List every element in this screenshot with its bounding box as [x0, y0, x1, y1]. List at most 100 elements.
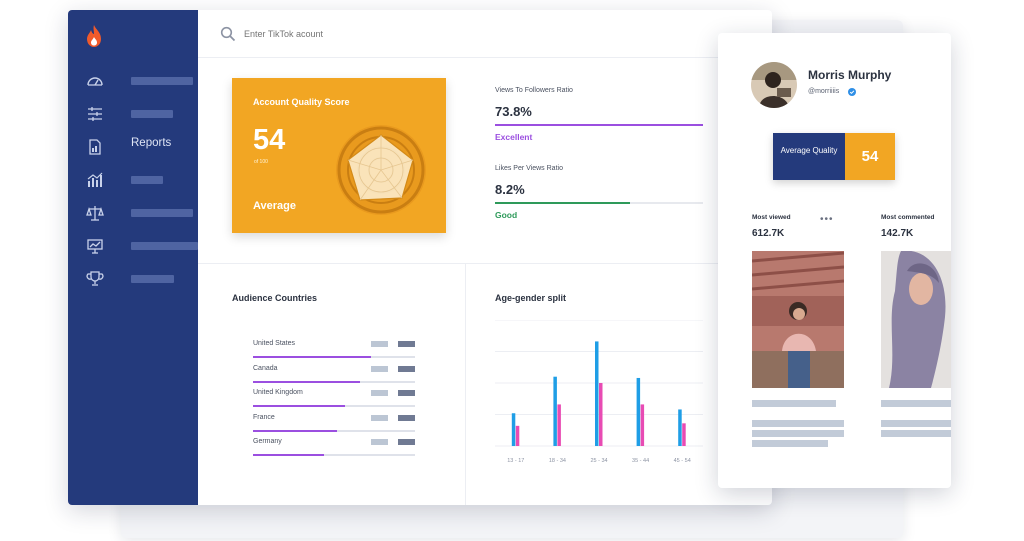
- country-name: France: [253, 413, 275, 421]
- age-gender-bar: [595, 341, 599, 446]
- more-options-icon[interactable]: •••: [820, 214, 834, 225]
- x-tick-label: 13 - 17: [507, 458, 524, 464]
- sidebar-item-analytics[interactable]: [86, 171, 163, 189]
- sidebar-item-placeholder: [131, 176, 163, 184]
- report-document-icon: [89, 139, 101, 155]
- profile-card: Morris Murphy @morriiiis Average Quality…: [718, 33, 951, 488]
- section-divider: [198, 263, 772, 264]
- sidebar-item-placeholder: [131, 110, 173, 118]
- verified-icon: [848, 88, 856, 96]
- country-share-track: [253, 356, 415, 358]
- most-viewed-video-thumbnail[interactable]: [752, 251, 844, 388]
- caption-placeholder: [752, 420, 844, 427]
- bar-chart-icon: [87, 172, 103, 187]
- score-out-of: of 100: [254, 159, 268, 165]
- flame-logo-icon[interactable]: [84, 24, 104, 48]
- country-row: France: [253, 414, 423, 438]
- search-input[interactable]: [244, 24, 544, 44]
- average-quality-badge: Average Quality 54: [773, 133, 895, 180]
- age-gender-bar: [557, 404, 561, 446]
- avatar[interactable]: [751, 62, 797, 108]
- country-row: United Kingdom: [253, 389, 423, 413]
- caption-placeholder: [752, 430, 844, 437]
- country-share-fill: [253, 454, 325, 456]
- score-card-title: Account Quality Score: [253, 97, 350, 107]
- country-stat-chip: [398, 390, 415, 396]
- ratio-value: 8.2%: [495, 182, 525, 197]
- country-stat-chip: [398, 341, 415, 347]
- country-share-track: [253, 405, 415, 407]
- country-share-fill: [253, 356, 372, 358]
- ratio-title: Views To Followers Ratio: [495, 87, 573, 94]
- country-name: United States: [253, 340, 296, 347]
- country-share-track: [253, 380, 415, 383]
- ratio-fill: [495, 202, 631, 204]
- sliders-icon: [88, 107, 102, 121]
- sidebar-item-compare[interactable]: [86, 204, 193, 222]
- country-stat-chip: [371, 390, 388, 396]
- age-gender-bar: [682, 423, 686, 446]
- country-share-fill: [253, 380, 360, 383]
- average-quality-label: Average Quality: [773, 133, 845, 180]
- country-name: United Kingdom: [253, 389, 303, 396]
- caption-placeholder: [881, 430, 951, 437]
- main-content: Account Quality Score 54 of 100 Average …: [198, 10, 772, 505]
- country-stat-chip: [398, 365, 415, 372]
- age-gender-chart: 13 - 17 18 - 34 25 - 34 35 - 44 45 - 54: [495, 320, 703, 464]
- most-commented-value: 142.7K: [881, 228, 914, 239]
- country-stat-chip: [398, 439, 415, 445]
- average-quality-score: 54: [845, 133, 895, 180]
- views-followers-ratio: Views To Followers Ratio 73.8% Excellent: [495, 87, 705, 142]
- profile-handle: @morriiiis: [808, 88, 840, 95]
- sidebar: Reports: [68, 10, 198, 505]
- country-stat-chip: [371, 341, 388, 347]
- age-gender-bar: [640, 404, 645, 446]
- most-viewed-label: Most viewed: [752, 214, 791, 221]
- age-gender-bar: [678, 409, 682, 446]
- sidebar-item-placeholder: [131, 209, 193, 217]
- ratio-fill: [495, 124, 703, 126]
- sidebar-item-reports[interactable]: Reports: [86, 137, 171, 156]
- country-row: United States: [253, 340, 423, 364]
- ratio-status: Excellent: [495, 132, 533, 142]
- most-commented-label: Most commented: [881, 214, 935, 221]
- radar-chart: [336, 125, 426, 215]
- ratio-title: Likes Per Views Ratio: [495, 165, 563, 172]
- scales-icon: [86, 206, 104, 221]
- trophy-icon: [86, 271, 104, 286]
- country-stat-chip: [371, 414, 388, 421]
- search-icon[interactable]: [220, 26, 236, 42]
- age-gender-bar: [553, 376, 557, 446]
- country-stat-chip: [371, 439, 388, 445]
- x-tick-label: 45 - 54: [674, 458, 691, 464]
- country-stat-chip: [371, 365, 388, 372]
- sidebar-item-label: Reports: [131, 137, 172, 149]
- profile-name: Morris Murphy: [808, 68, 892, 82]
- most-commented-video-thumbnail[interactable]: [881, 251, 951, 388]
- country-share-fill: [253, 405, 346, 407]
- country-row: Germany: [253, 438, 423, 462]
- caption-placeholder: [881, 420, 951, 427]
- sidebar-item-presentation[interactable]: [86, 237, 198, 255]
- quality-score-value: 54: [253, 124, 286, 156]
- age-gender-bar: [636, 377, 641, 446]
- country-share-fill: [253, 429, 338, 432]
- caption-placeholder: [881, 400, 951, 407]
- account-quality-card: Account Quality Score 54 of 100 Average: [232, 78, 446, 233]
- sidebar-item-filters[interactable]: [86, 105, 173, 123]
- search-bar: [198, 10, 772, 58]
- dashboard-window: Reports: [68, 10, 772, 505]
- likes-views-ratio: Likes Per Views Ratio 8.2% Good: [495, 165, 705, 220]
- dashboard-icon: [87, 77, 103, 86]
- audience-countries-title: Audience Countries: [232, 293, 318, 303]
- country-share-track: [253, 429, 415, 432]
- sidebar-item-placeholder: [131, 77, 193, 85]
- ratio-track: [495, 202, 703, 204]
- age-gender-bar: [511, 413, 516, 446]
- sidebar-item-placeholder: [131, 275, 174, 283]
- sidebar-item-dashboard[interactable]: [86, 72, 193, 90]
- sidebar-item-awards[interactable]: [86, 270, 174, 288]
- x-tick-label: 35 - 44: [632, 458, 649, 464]
- country-row: Canada: [253, 365, 423, 389]
